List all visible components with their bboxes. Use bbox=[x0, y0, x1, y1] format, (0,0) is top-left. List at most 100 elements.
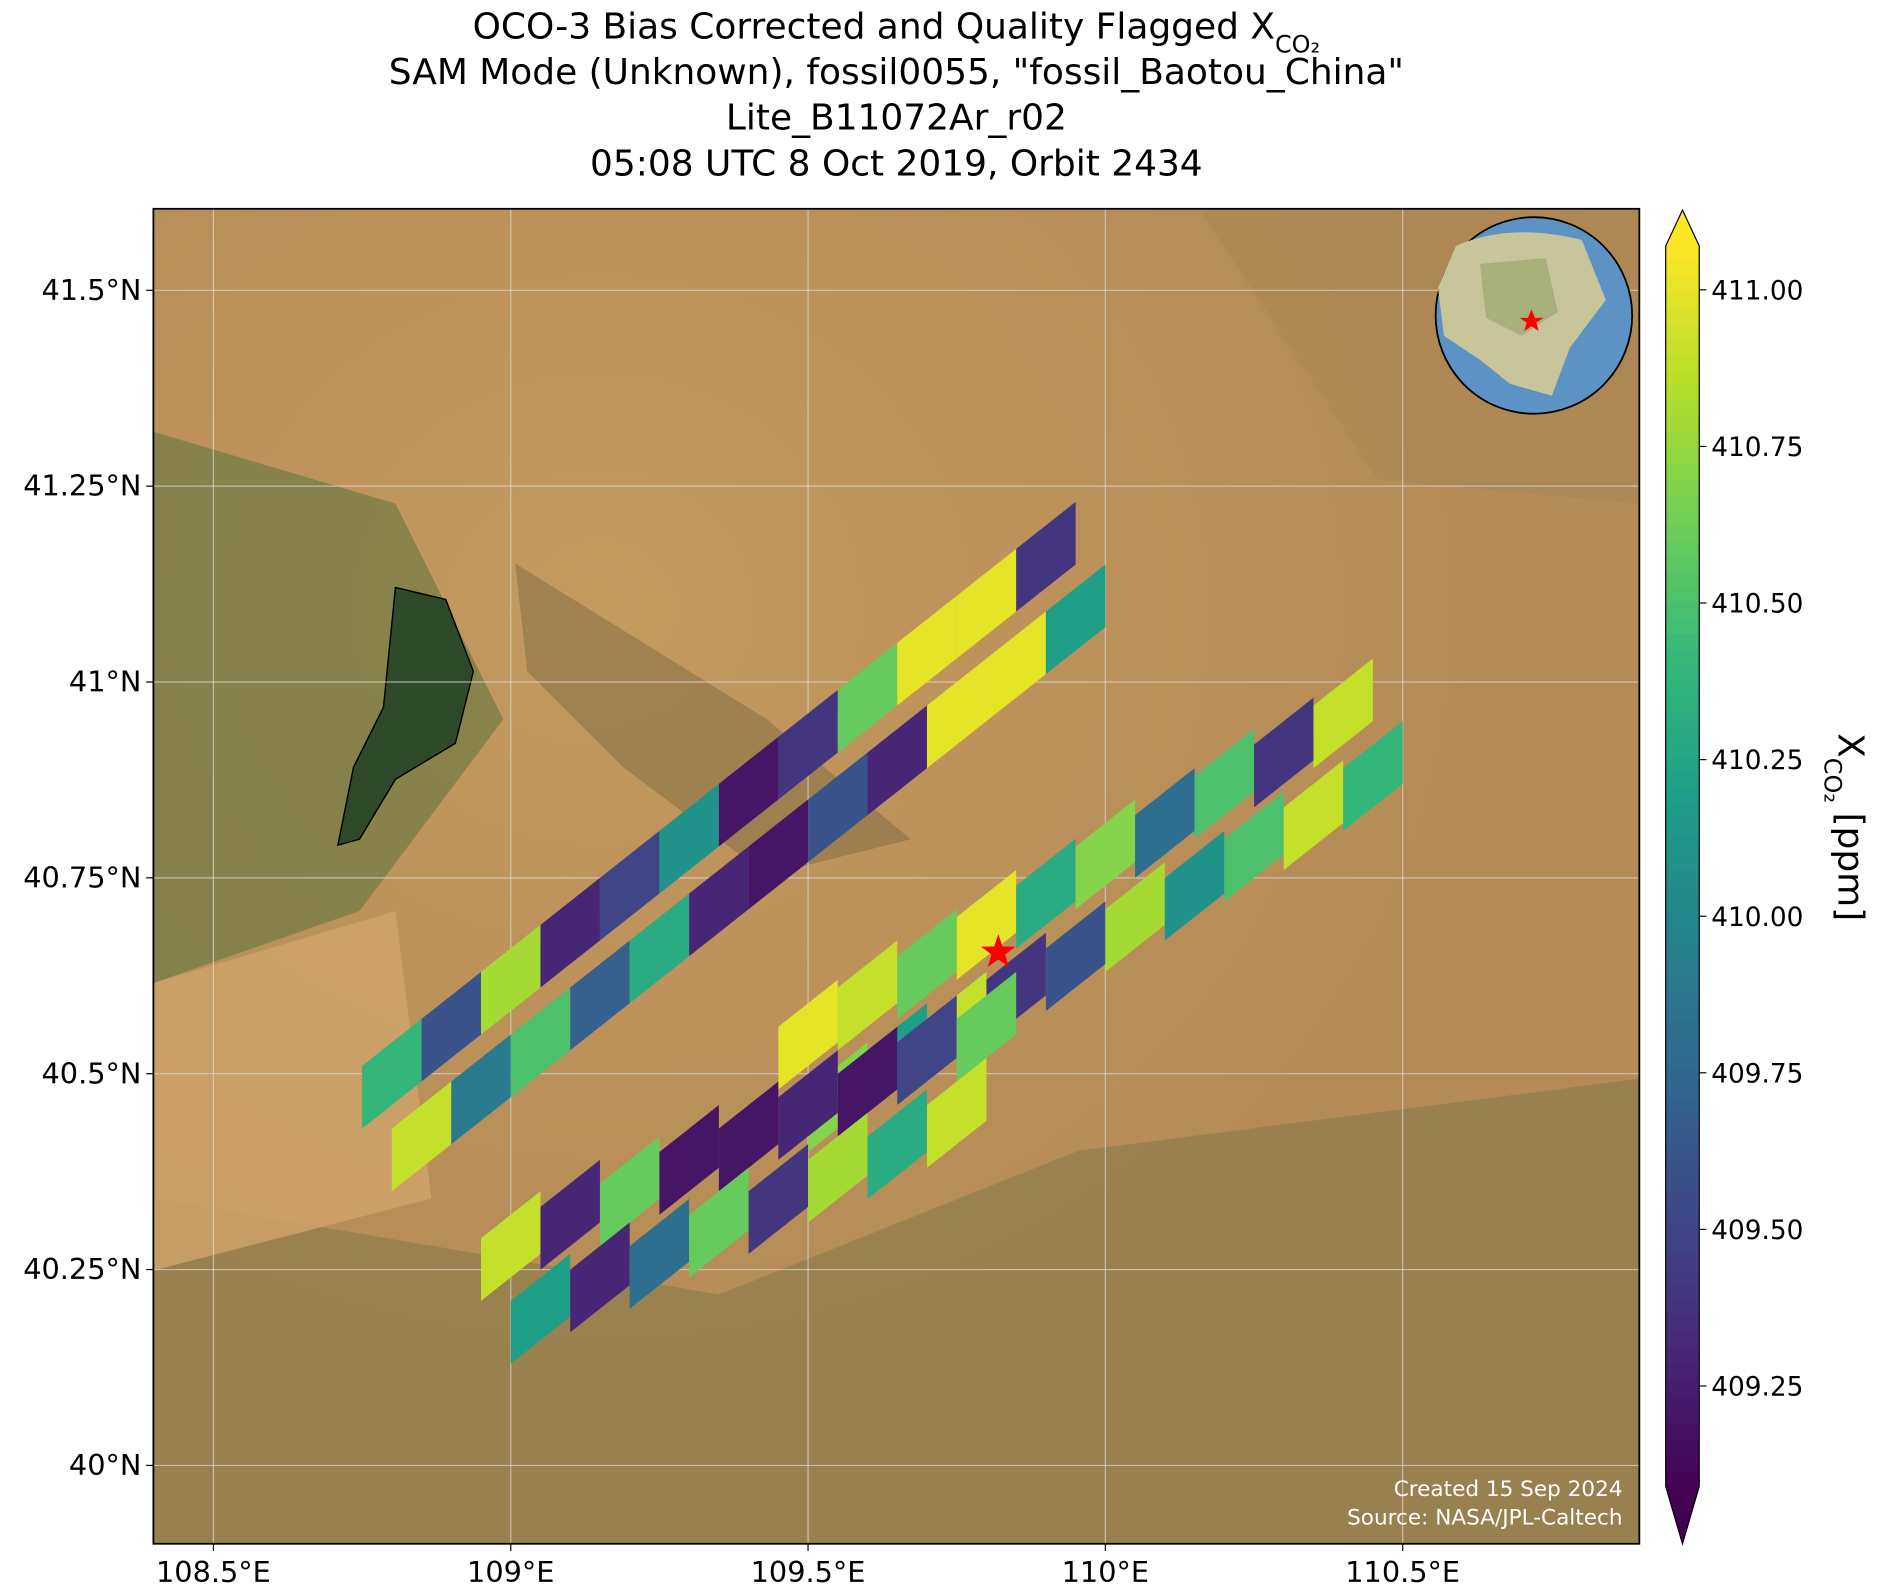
sounding bbox=[926, 1058, 987, 1168]
colorbar-segment bbox=[1665, 1051, 1700, 1069]
sounding bbox=[956, 971, 1017, 1082]
colorbar-tick-label: 411.00 bbox=[1711, 276, 1803, 306]
soundings bbox=[362, 501, 1403, 1364]
colorbar-segment bbox=[1665, 1098, 1700, 1115]
title-line: SAM Mode (Unknown), fossil0055, "fossil_… bbox=[389, 52, 1404, 93]
colorbar-segment bbox=[1665, 989, 1700, 1007]
colorbar-segment bbox=[1665, 710, 1700, 728]
sounding bbox=[629, 893, 690, 1004]
colorbar-label: XCO₂[ppm] bbox=[1818, 733, 1870, 921]
credit: Created 15 Sep 2024 bbox=[1394, 1477, 1623, 1502]
colorbar-segment bbox=[1665, 912, 1700, 929]
colorbar-segment bbox=[1665, 1346, 1700, 1363]
colorbar-segment bbox=[1665, 570, 1700, 588]
colorbar-segment bbox=[1665, 818, 1700, 836]
title-line: Lite_B11072Ar_r02 bbox=[726, 98, 1067, 139]
sounding bbox=[778, 979, 838, 1090]
colorbar-segment bbox=[1665, 1222, 1700, 1239]
sounding bbox=[1105, 862, 1165, 972]
sounding bbox=[1135, 768, 1195, 878]
colorbar-segment bbox=[1665, 1237, 1700, 1255]
colorbar-segment bbox=[1665, 958, 1700, 976]
sounding bbox=[599, 830, 660, 941]
colorbar-segment bbox=[1665, 338, 1700, 356]
colorbar-tick-label: 410.00 bbox=[1711, 903, 1803, 933]
colorbar-segment bbox=[1665, 927, 1700, 945]
sounding bbox=[926, 658, 987, 769]
colorbar-segment bbox=[1665, 1330, 1700, 1348]
colorbar-segment bbox=[1665, 1408, 1700, 1425]
colorbar-segment bbox=[1665, 1082, 1700, 1100]
colorbar-segment bbox=[1665, 1454, 1700, 1472]
colorbar-label-subscript: CO₂ bbox=[1818, 758, 1846, 803]
colorbar-segment bbox=[1665, 322, 1700, 340]
colorbar-segment bbox=[1665, 1439, 1700, 1456]
colorbar-segment bbox=[1665, 896, 1700, 914]
colorbar-segment bbox=[1665, 493, 1700, 511]
colorbar-segment bbox=[1665, 400, 1700, 418]
y-tick-label: 40°N bbox=[69, 1448, 141, 1482]
colorbar-extend-min bbox=[1665, 1486, 1700, 1544]
colorbar-segment bbox=[1665, 555, 1700, 573]
colorbar-segment bbox=[1665, 617, 1700, 635]
x-tick-label: 108.5°E bbox=[156, 1555, 271, 1589]
x-tick-label: 109.5°E bbox=[751, 1555, 866, 1589]
basemap bbox=[153, 208, 1640, 1544]
sounding bbox=[1045, 901, 1106, 1012]
x-tick-label: 110.5°E bbox=[1345, 1555, 1460, 1589]
sounding bbox=[570, 940, 630, 1051]
colorbar-segment bbox=[1665, 1113, 1700, 1131]
title-line: 05:08 UTC 8 Oct 2019, Orbit 2434 bbox=[590, 143, 1203, 184]
colorbar-segment bbox=[1665, 663, 1700, 681]
colorbar-segment bbox=[1665, 369, 1700, 387]
map-frame bbox=[152, 207, 1641, 1545]
sounding bbox=[659, 783, 719, 894]
colorbar-segment bbox=[1665, 1423, 1700, 1441]
colorbar-segment bbox=[1665, 384, 1700, 402]
sounding bbox=[1045, 564, 1106, 675]
sounding bbox=[718, 1081, 779, 1192]
sounding bbox=[629, 1199, 690, 1309]
colorbar-segment bbox=[1665, 353, 1700, 371]
sounding bbox=[689, 846, 749, 957]
colorbar-segment bbox=[1665, 1284, 1700, 1301]
colorbar-segment bbox=[1665, 508, 1700, 526]
colorbar-segment bbox=[1665, 291, 1700, 309]
colorbar-segment bbox=[1665, 834, 1700, 852]
sounding bbox=[391, 1081, 452, 1192]
sounding bbox=[540, 877, 600, 988]
colorbar-segment bbox=[1665, 1268, 1700, 1286]
colorbar-segment bbox=[1665, 787, 1700, 805]
colorbar-segment bbox=[1665, 1206, 1700, 1224]
sounding bbox=[451, 1034, 511, 1145]
colorbar-segment bbox=[1665, 307, 1700, 325]
sounding bbox=[867, 705, 927, 816]
sounding bbox=[748, 1144, 809, 1254]
colorbar-segment bbox=[1665, 1020, 1700, 1038]
colorbar-segment bbox=[1665, 694, 1700, 712]
title: OCO-3 Bias Corrected and Quality Flagged… bbox=[389, 7, 1404, 185]
colorbar-segment bbox=[1665, 1470, 1700, 1487]
sounding bbox=[510, 1253, 571, 1364]
site-marker bbox=[981, 934, 1016, 967]
sounding bbox=[421, 971, 482, 1082]
axes: 108.5°E 109°E 109.5°E 110°E 110.5°E 40°N 40.25… bbox=[23, 273, 1460, 1589]
colorbar-segment bbox=[1665, 260, 1700, 278]
colorbar-segment bbox=[1665, 1005, 1700, 1022]
sounding bbox=[1283, 760, 1344, 871]
colorbar-tick-label: 409.25 bbox=[1711, 1373, 1803, 1403]
colorbar-segment bbox=[1665, 245, 1700, 263]
colorbar-segment bbox=[1665, 803, 1700, 821]
title-subscript: CO₂ bbox=[1275, 31, 1320, 59]
colorbar-segment bbox=[1665, 1144, 1700, 1162]
sounding bbox=[481, 924, 541, 1035]
colorbar-segment bbox=[1665, 446, 1700, 464]
sounding bbox=[659, 1105, 719, 1215]
colorbar-segment bbox=[1665, 415, 1700, 433]
sounding bbox=[481, 1191, 541, 1301]
y-tick-label: 40.5°N bbox=[41, 1056, 141, 1090]
colorbar-segment bbox=[1665, 1299, 1700, 1317]
sounding bbox=[362, 1018, 422, 1129]
colorbar-segment bbox=[1665, 756, 1700, 774]
